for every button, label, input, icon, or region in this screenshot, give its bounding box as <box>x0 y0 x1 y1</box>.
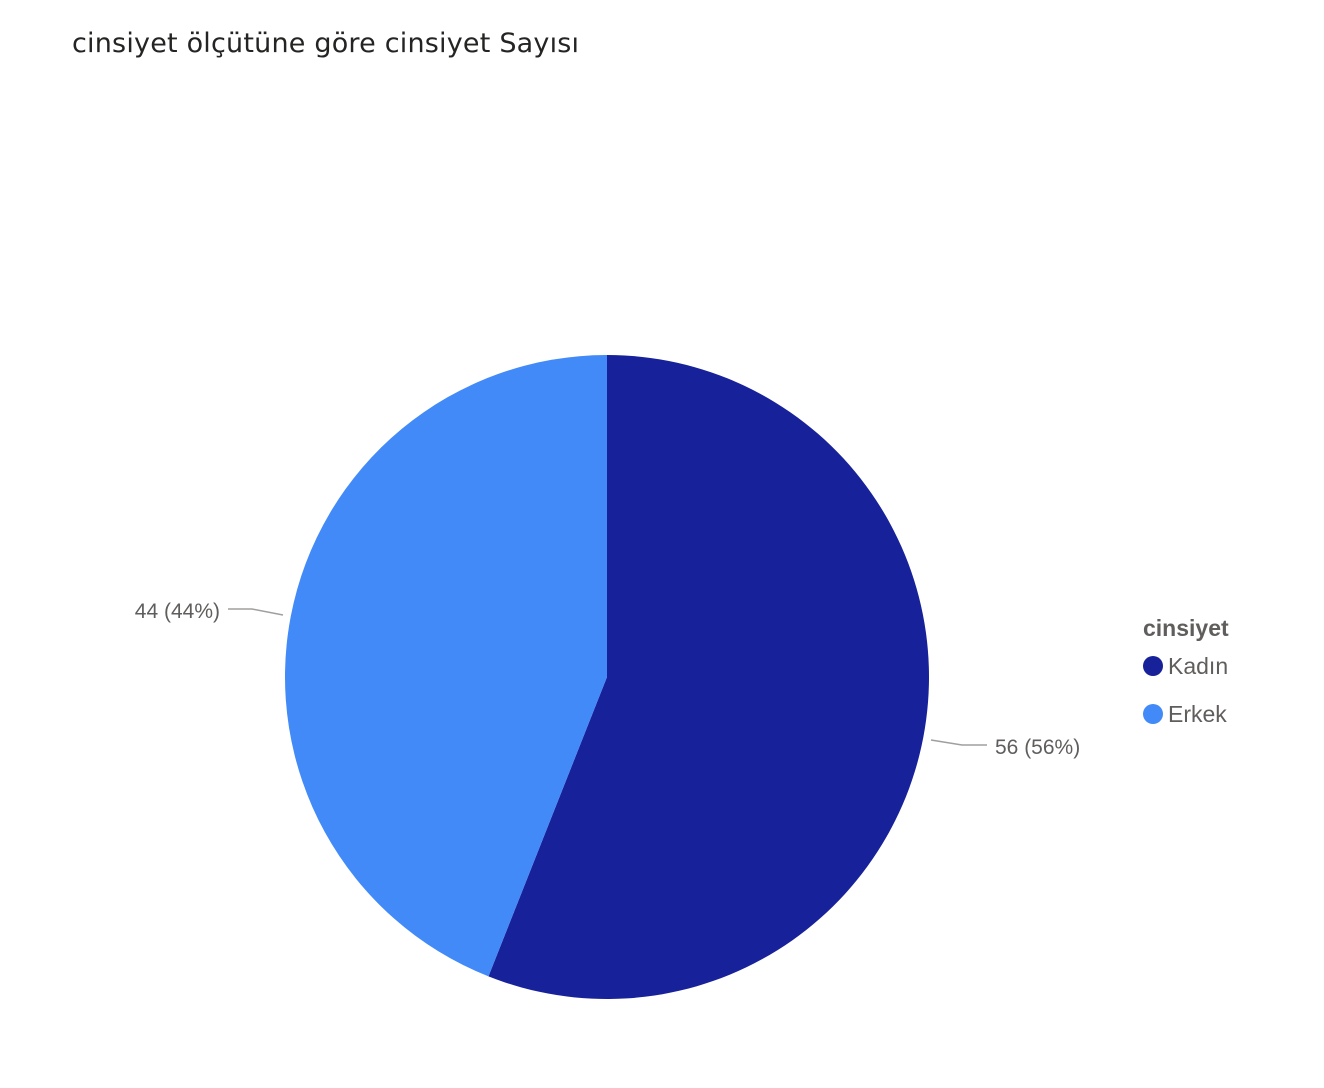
chart-title: cinsiyet ölçütüne göre cinsiyet Sayısı <box>72 28 580 59</box>
legend-item-erkek[interactable]: Erkek <box>1143 700 1229 727</box>
legend-title: cinsiyet <box>1143 615 1229 641</box>
pie-slices <box>285 355 930 999</box>
legend-label-kadin: Kadın <box>1168 652 1229 679</box>
legend-label-erkek: Erkek <box>1168 700 1227 727</box>
pie-slice-kadin[interactable] <box>488 355 930 999</box>
pie-slice-erkek[interactable] <box>285 355 607 977</box>
legend-swatch-kadin <box>1143 656 1163 676</box>
data-label-erkek: 44 (44%) <box>135 600 220 623</box>
legend: cinsiyet Kadın Erkek <box>1143 615 1229 750</box>
data-label-kadin: 56 (56%) <box>995 736 1080 759</box>
legend-swatch-erkek <box>1143 704 1163 724</box>
leader-line-erkek <box>228 608 284 616</box>
leader-line-kadin <box>930 739 987 746</box>
pie-data-labels: 56 (56%) 44 (44%) <box>135 600 1080 759</box>
legend-item-kadin[interactable]: Kadın <box>1143 652 1229 679</box>
